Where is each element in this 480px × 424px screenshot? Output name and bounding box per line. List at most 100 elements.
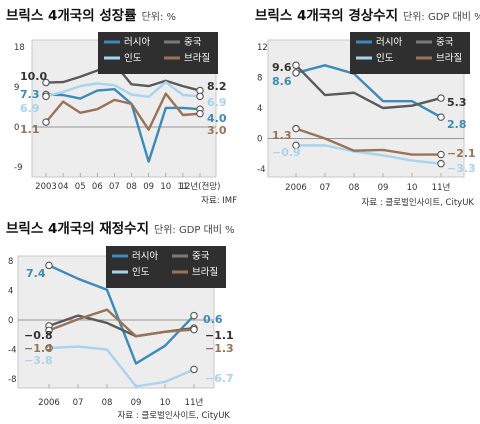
endpoint-marker [45,326,53,335]
endpoint-marker [292,61,300,70]
x-tick-label: 10 [160,398,171,408]
chart-unit-text: 단위: GDP 대비 % [403,10,480,23]
x-tick-label: 11년 [432,182,451,193]
endpoint-marker [437,159,445,168]
series-line-china [295,64,442,110]
value-label-end: −6.7 [205,372,234,385]
value-label-end: 8.2 [207,80,227,93]
chart-title-text: 브릭스 4개국의 성장률 [6,7,137,24]
x-tick-label: 07 [73,398,84,408]
value-label-end: 2.8 [447,118,467,131]
chart-title: 브릭스 4개국의 경상수지 단위: GDP 대비 % [255,7,480,24]
legend-label: 러시아 [376,37,402,48]
x-tick-label: 08 [349,183,360,193]
endpoint-marker [292,141,300,150]
x-tick-label: 08 [126,182,137,192]
legend-label: 인도 [124,53,142,64]
x-tick-label: 12년(전망) [180,181,221,192]
value-label-start: 1.1 [20,123,40,136]
chart-source: 자료: IMF [201,196,237,206]
value-label-start: 6.9 [20,102,40,115]
chart-unit-text: 단위: GDP 대비 % [154,223,235,236]
x-tick-label: 05 [75,182,86,192]
x-tick-label: 07 [109,182,120,192]
chart-title-text: 브릭스 4개국의 재정수지 [6,220,149,237]
y-tick-label: -4 [8,346,16,356]
series-line-russia [45,88,201,163]
legend-label: 러시아 [132,251,158,262]
value-label-start: 1.3 [272,129,292,142]
endpoint-marker [292,124,300,133]
chart-title: 브릭스 4개국의 성장률 단위: % [6,7,176,24]
endpoint-marker [196,109,204,118]
chart-source: 자료 : 클로벌인사이트, CityUK [117,410,230,421]
series-line-india [48,345,195,388]
x-tick-label: 04 [58,182,69,192]
endpoint-marker [437,94,445,102]
series-line-brazil [45,92,201,131]
endpoint-marker [45,344,53,352]
value-label-end: −1.1 [205,329,234,342]
y-tick-label: 0 [8,316,13,326]
value-label-start: −1.4 [24,342,53,355]
legend-label: 브라질 [436,52,462,64]
value-label-end: 3.0 [207,124,227,137]
y-tick-label: 8 [257,74,262,84]
series-line-india [45,80,201,98]
legend-label: 중국 [184,37,202,48]
chart-unit-text: 단위: % [142,10,176,23]
legend-box [350,32,470,74]
value-label-end: −2.1 [447,147,476,160]
legend-label: 인도 [376,53,394,64]
legend-label: 중국 [192,251,210,262]
legend-box [106,246,226,288]
value-label-end: −3.3 [447,162,476,175]
endpoint-marker [190,311,198,320]
y-tick-label: 0 [14,123,19,133]
value-label-start: 9.6 [272,61,292,74]
value-label-start: −0.8 [24,329,53,342]
x-tick-label: 09 [378,183,389,193]
y-tick-label: -4 [257,165,265,175]
value-label-end: −1.3 [205,342,234,355]
x-tick-label: 10 [160,182,171,192]
endpoint-marker [190,365,198,374]
y-tick-label: 4 [257,104,262,114]
chart-1: 브릭스 4개국의 성장률 단위: % 18 9 0 -9 2003 04 05 06 07 08 09 1… [6,7,237,206]
x-tick-label: 08 [102,398,113,408]
chart-title: 브릭스 4개국의 재정수지 단위: GDP 대비 % [6,220,235,237]
value-label-end: 4.0 [207,112,227,125]
value-label-start: 7.4 [26,267,46,280]
series-line-china [45,62,201,92]
legend-label: 러시아 [124,37,150,48]
endpoint-marker [42,118,50,126]
x-tick-label: 2003 [35,182,57,192]
x-tick-label: 06 [92,182,103,192]
value-label-end: 0.6 [203,313,223,326]
endpoint-marker [292,69,300,77]
y-tick-label: 8 [8,257,13,267]
legend-label: 브라질 [192,266,218,278]
y-tick-label: 12 [257,43,268,53]
chart-2: 브릭스 4개국의 경상수지 단위: GDP 대비 % 12 8 4 0 -4 2006 07 08… [255,7,480,208]
endpoint-marker [190,325,198,334]
endpoint-marker [45,261,53,270]
value-label-start: 8.6 [272,75,292,88]
value-label-start: −3.8 [24,354,53,367]
value-label-start: 7.3 [20,88,40,101]
endpoint-marker [437,113,445,121]
endpoint-marker [42,92,50,101]
legend-box [98,32,218,74]
value-label-start: −0.9 [272,146,301,159]
series-line-russia [48,264,195,365]
x-tick-label: 09 [143,182,154,192]
y-tick-label: -9 [14,163,22,173]
series-line-india [296,144,442,165]
x-tick-label: 2006 [38,398,60,408]
endpoint-marker [196,92,204,101]
endpoint-marker [42,78,50,87]
legend-label: 중국 [436,37,454,48]
legend-label: 브라질 [184,52,210,64]
value-label-start: 10.0 [20,70,47,83]
